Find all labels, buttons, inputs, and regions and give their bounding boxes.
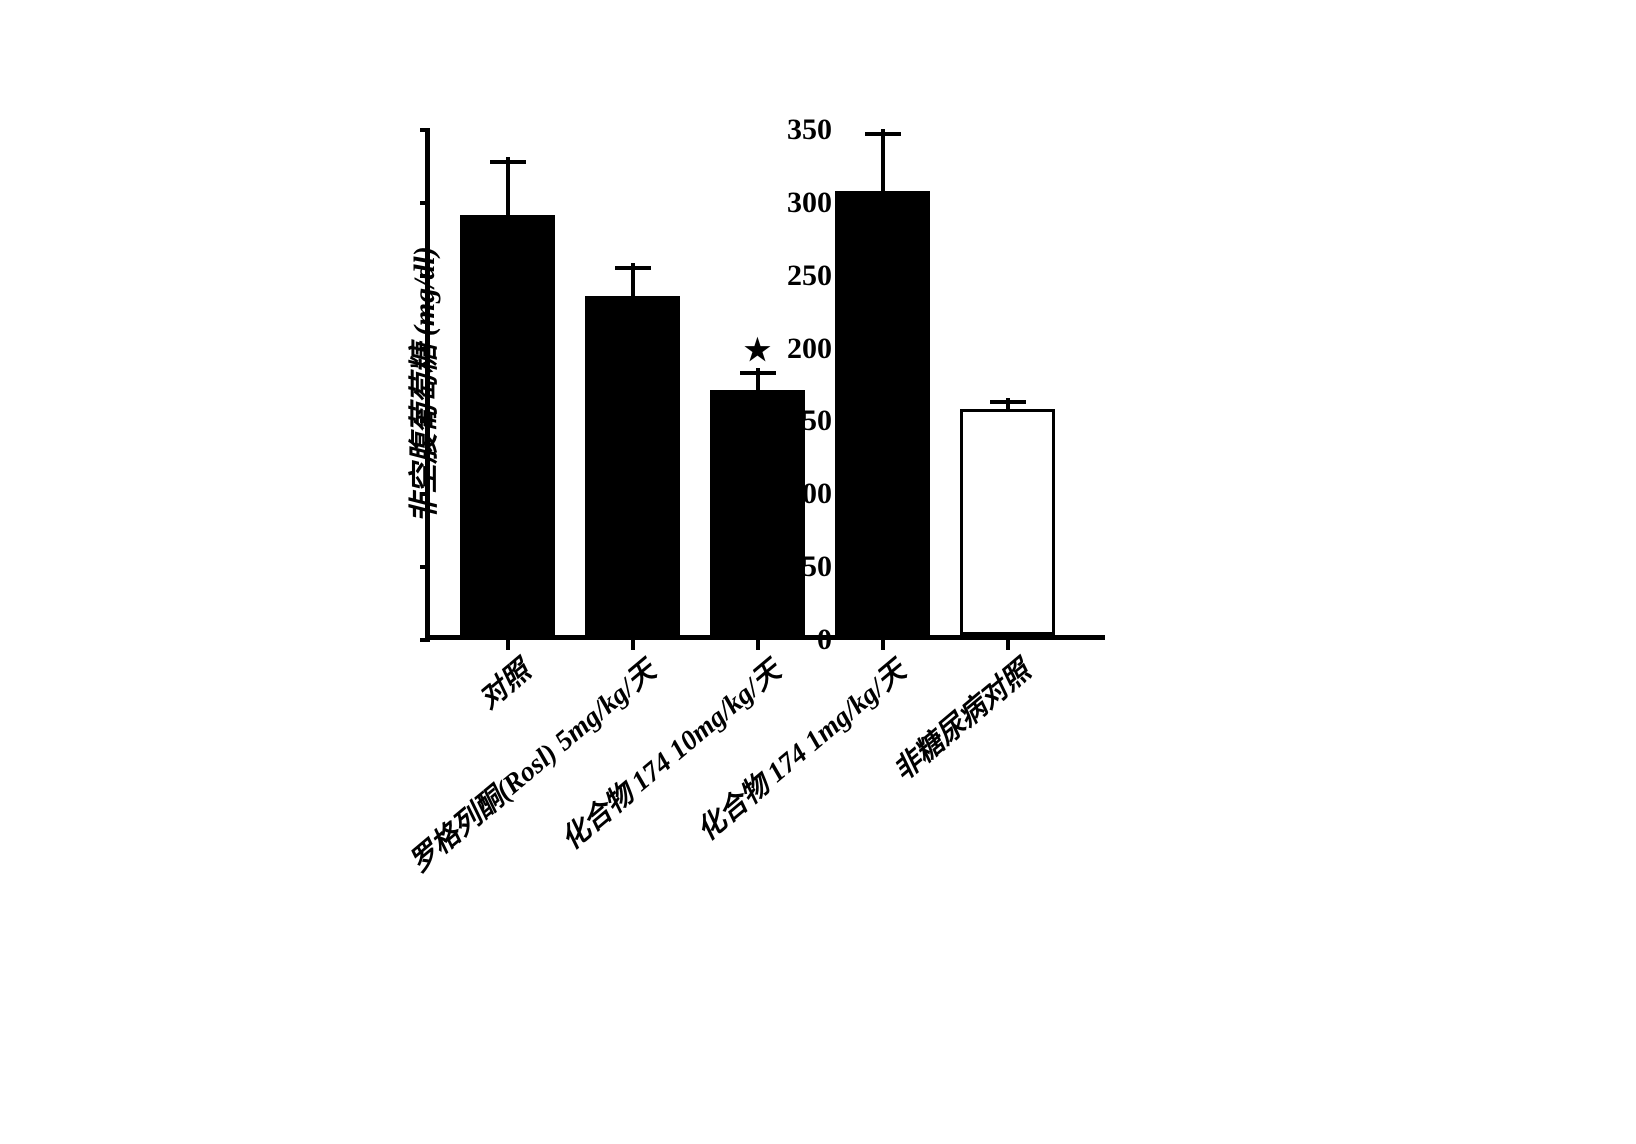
y-tick-label: 200: [787, 332, 832, 366]
x-tick: [1006, 640, 1010, 650]
y-tick-label: 300: [787, 186, 832, 220]
bar: [835, 191, 930, 635]
y-tick: [420, 638, 430, 642]
error-bar-cap: [865, 132, 901, 136]
error-bar-cap: [740, 371, 776, 375]
error-bar: [881, 129, 885, 190]
y-tick: [420, 128, 430, 132]
x-category-label: 化合物 174 10mg/kg/天: [552, 650, 789, 858]
plot-area: 对照罗格列酮(Rosl) 5mg/kg/天★化合物 174 10mg/kg/天化…: [425, 130, 1105, 640]
x-category-label: 非糖尿病对照: [884, 650, 1038, 789]
significance-marker: ★: [744, 333, 771, 368]
glucose-bar-chart: 非空腹葡萄糖 (mg/dl) 对照罗格列酮(Rosl) 5mg/kg/天★化合物…: [320, 130, 1420, 1030]
y-tick-label: 0: [817, 623, 832, 657]
y-tick-label: 350: [787, 113, 832, 147]
x-tick: [506, 640, 510, 650]
y-tick-label: 150: [787, 404, 832, 438]
x-tick: [881, 640, 885, 650]
y-tick: [420, 419, 430, 423]
bar: [960, 409, 1055, 635]
error-bar-cap: [490, 160, 526, 164]
y-tick: [420, 201, 430, 205]
x-category-label: 化合物 174 1mg/kg/天: [687, 650, 913, 849]
x-tick: [756, 640, 760, 650]
y-tick-label: 100: [787, 477, 832, 511]
error-bar-cap: [615, 266, 651, 270]
x-category-label: 对照: [470, 650, 539, 717]
bar: [585, 296, 680, 636]
y-tick: [420, 274, 430, 278]
error-bar-cap: [990, 400, 1026, 404]
error-bar: [506, 157, 510, 215]
y-tick: [420, 492, 430, 496]
x-tick: [631, 640, 635, 650]
y-tick: [420, 565, 430, 569]
bar: [460, 215, 555, 635]
y-tick-label: 50: [802, 550, 832, 584]
y-tick-label: 250: [787, 259, 832, 293]
y-tick: [420, 347, 430, 351]
